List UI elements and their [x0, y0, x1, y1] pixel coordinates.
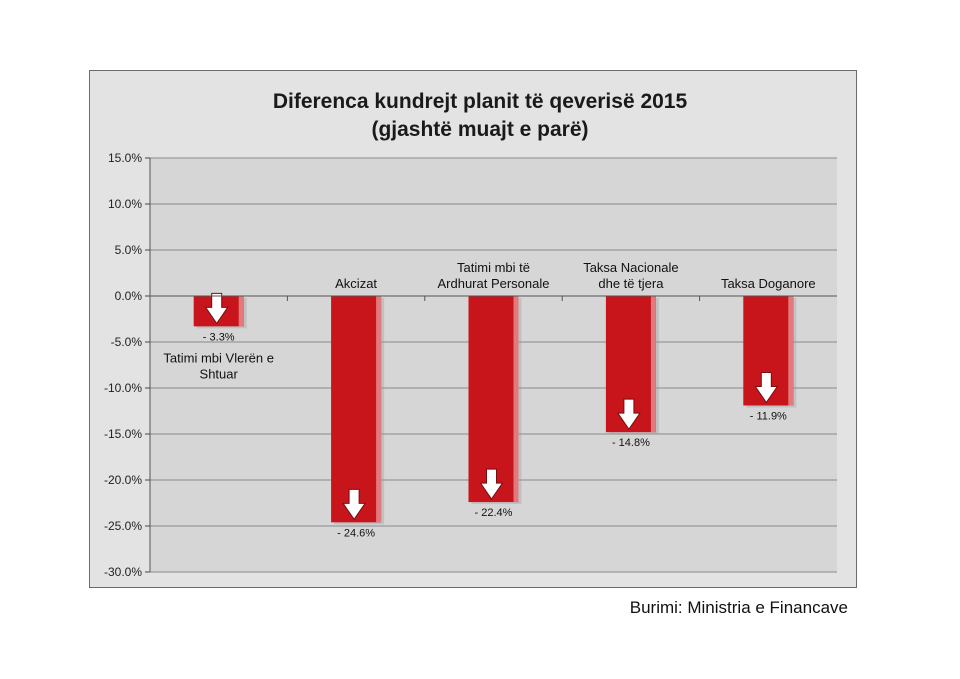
- category-label: dhe të tjera: [598, 276, 664, 291]
- down-arrow-icon: [479, 468, 504, 500]
- down-arrow-icon: [754, 371, 779, 404]
- value-label: - 24.6%: [337, 527, 375, 539]
- y-tick-label: -20.0%: [104, 473, 142, 487]
- y-tick-label: 0.0%: [115, 289, 143, 303]
- bar: [331, 296, 382, 523]
- category-label: Taksa Doganore: [721, 276, 816, 291]
- down-arrow-icon: [342, 488, 367, 521]
- y-tick-label: 10.0%: [108, 197, 142, 211]
- chart-subtitle: (gjashtë muajt e parë): [371, 118, 589, 141]
- value-label: - 22.4%: [475, 507, 513, 519]
- bar: [468, 296, 519, 503]
- bar-edge: [650, 296, 656, 433]
- y-tick-label: -25.0%: [104, 519, 142, 533]
- y-tick-label: -5.0%: [111, 335, 143, 349]
- bar-edge: [513, 296, 519, 503]
- category-label: Tatimi mbi Vlerën e: [163, 350, 274, 365]
- value-label: - 3.3%: [203, 331, 235, 343]
- down-arrow-icon: [616, 398, 641, 431]
- category-label: Shtuar: [200, 366, 239, 381]
- bar-edge: [788, 296, 794, 406]
- value-label: - 14.8%: [612, 437, 650, 449]
- chart-title: Diferenca kundrejt planit të qeverisë 20…: [272, 90, 688, 113]
- bar-edge: [376, 296, 382, 523]
- y-tick-label: -30.0%: [104, 565, 142, 579]
- y-tick-label: 5.0%: [115, 243, 143, 257]
- bar-edge: [238, 296, 244, 327]
- category-label: Tatimi mbi të: [457, 260, 530, 275]
- y-tick-label: -10.0%: [104, 381, 142, 395]
- category-label: Taksa Nacionale: [583, 260, 678, 275]
- source-note: Burimi: Ministria e Financave: [629, 598, 848, 617]
- y-tick-label: 15.0%: [108, 151, 142, 165]
- category-label: Akcizat: [335, 276, 377, 291]
- value-label: - 11.9%: [750, 410, 787, 422]
- y-tick-label: -15.0%: [104, 427, 142, 441]
- category-label: Ardhurat Personale: [437, 276, 549, 291]
